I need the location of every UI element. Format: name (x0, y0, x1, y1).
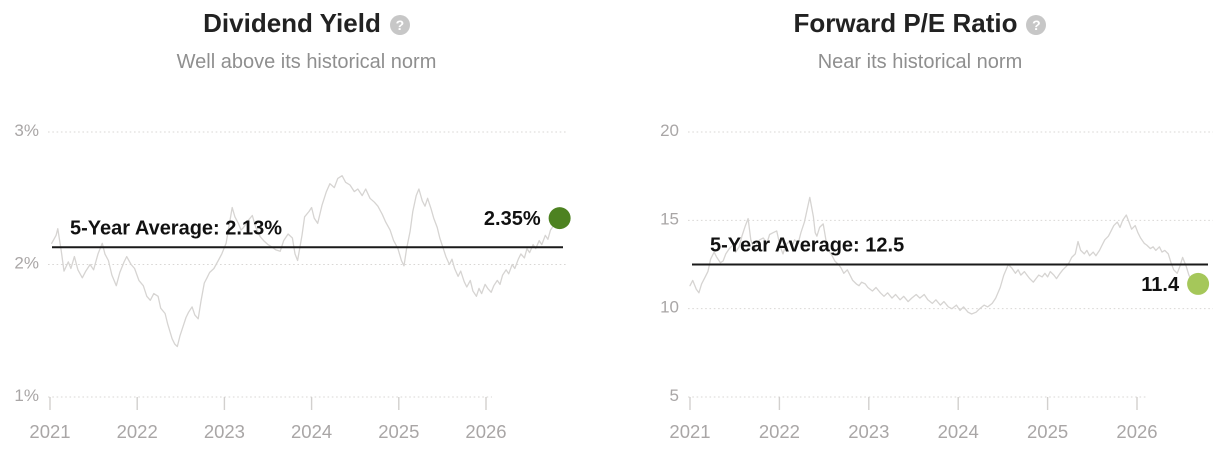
series-line (51, 175, 558, 348)
x-axis-label: 2023 (204, 421, 245, 442)
help-icon[interactable]: ? (1026, 14, 1047, 35)
help-icon[interactable]: ? (389, 14, 410, 35)
chart-title: Forward P/E Ratio (793, 8, 1018, 38)
title-row: Forward P/E Ratio ? (794, 7, 1047, 40)
series-line (689, 196, 1196, 315)
chart-title: Dividend Yield (203, 8, 381, 38)
x-axis-label: 2025 (378, 421, 419, 442)
current-value-dot (1187, 272, 1210, 295)
current-value-label: 11.4 (1141, 274, 1180, 296)
question-mark-glyph: ? (395, 16, 405, 33)
chart-subtitle: Well above its historical norm (176, 50, 437, 73)
chart-header: Dividend Yield ? Well above its historic… (0, 0, 613, 74)
x-axis-label: 2022 (759, 421, 800, 442)
y-axis-label: 5 (670, 386, 679, 405)
y-axis-label: 3% (14, 121, 39, 140)
x-axis-label: 2024 (938, 421, 979, 442)
x-axis-label: 2025 (1027, 421, 1068, 442)
y-axis-label: 10 (660, 298, 679, 317)
y-axis-label: 15 (660, 209, 679, 228)
chart-header: Forward P/E Ratio ? Near its historical … (613, 0, 1227, 74)
average-label: 5-Year Average: 12.5 (710, 235, 904, 257)
y-axis-label: 1% (14, 386, 39, 405)
current-value-label: 2.35% (484, 208, 541, 230)
x-axis-label: 2023 (848, 421, 889, 442)
y-axis-label: 20 (660, 121, 679, 140)
x-axis-label: 2021 (669, 421, 710, 442)
x-axis-label: 2026 (1116, 421, 1157, 442)
average-label: 5-Year Average: 2.13% (70, 217, 282, 239)
title-row: Dividend Yield ? (203, 7, 410, 40)
x-axis-label: 2021 (29, 421, 70, 442)
x-axis-label: 2024 (291, 421, 332, 442)
current-value-dot (548, 207, 571, 230)
x-axis-label: 2026 (465, 421, 506, 442)
chart-subtitle: Near its historical norm (817, 50, 1023, 73)
forward-pe-panel: Forward P/E Ratio ? Near its historical … (613, 0, 1227, 457)
dividend-yield-panel: Dividend Yield ? Well above its historic… (0, 0, 613, 457)
x-axis-label: 2022 (117, 421, 158, 442)
y-axis-label: 2% (14, 254, 39, 273)
question-mark-glyph: ? (1032, 16, 1041, 33)
dividend-yield-chart: 3% 2% 1% 2021 2022 2023 2024 2025 2026 5-Year Ave… (14, 121, 571, 442)
forward-pe-chart: 20 15 10 5 2021 2022 2023 2024 2025 2026 5-Year Av… (660, 121, 1213, 442)
